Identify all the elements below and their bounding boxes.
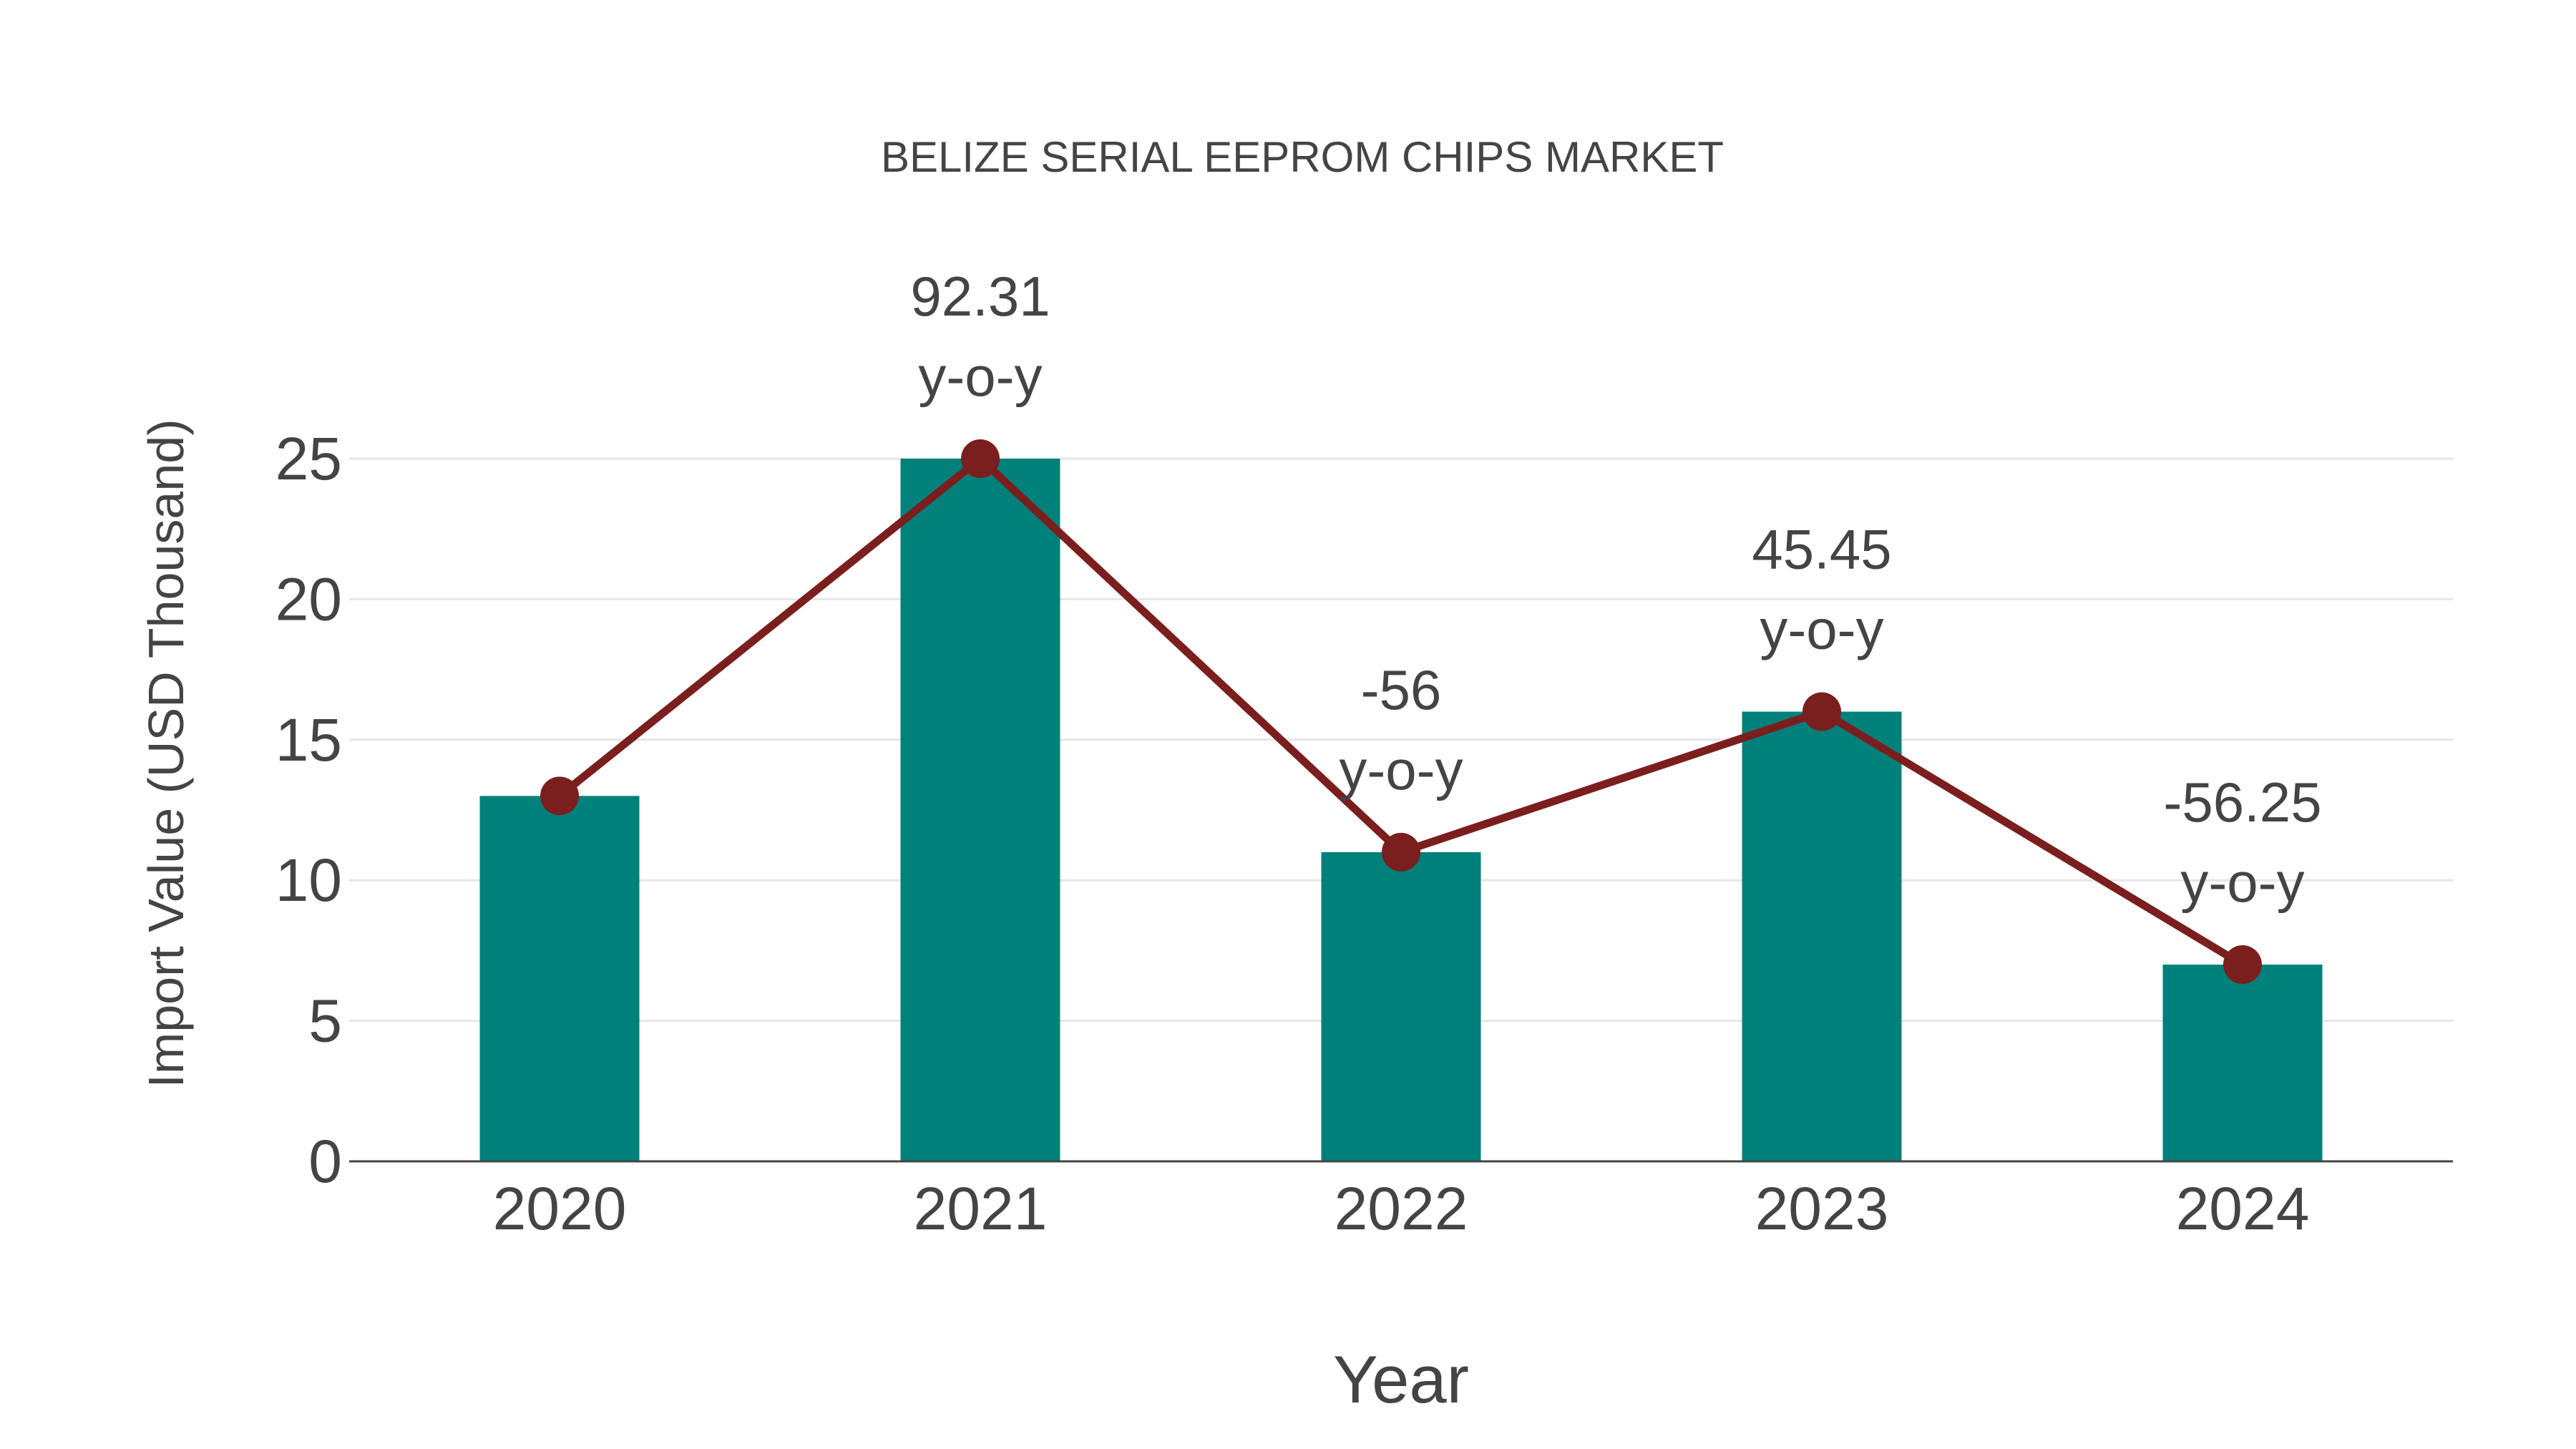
bar-2023 bbox=[1742, 711, 1902, 1161]
x-tick-label: 2024 bbox=[2176, 1175, 2310, 1242]
bar-2021 bbox=[900, 459, 1060, 1161]
y-tick-label: 25 bbox=[275, 425, 342, 492]
bar-2024 bbox=[2162, 965, 2323, 1161]
x-tick-label: 2022 bbox=[1335, 1175, 1468, 1242]
trend-line bbox=[540, 439, 2262, 985]
y-axis-ticks: 0 5 10 15 20 25 bbox=[275, 425, 342, 1195]
yoy-value-2023: 45.45 bbox=[1752, 518, 1891, 581]
x-tick-label: 2021 bbox=[914, 1175, 1048, 1242]
bar-2022 bbox=[1321, 852, 1481, 1161]
yoy-suffix-2023: y-o-y bbox=[1760, 598, 1883, 661]
yoy-annotations: 92.31 y-o-y -56 y-o-y 45.45 y-o-y -56.25 y-o-y bbox=[910, 265, 2321, 914]
bar-2020 bbox=[479, 796, 640, 1161]
yoy-suffix-2021: y-o-y bbox=[918, 345, 1042, 408]
trend-marker-2024 bbox=[2223, 945, 2262, 985]
trend-marker-2020 bbox=[540, 776, 579, 816]
trend-marker-2021 bbox=[961, 439, 1000, 478]
chart-title: BELIZE SERIAL EEPROM CHIPS MARKET bbox=[881, 133, 1724, 181]
yoy-suffix-2024: y-o-y bbox=[2180, 851, 2304, 914]
y-tick-label: 10 bbox=[275, 847, 342, 914]
x-tick-label: 2020 bbox=[493, 1175, 627, 1242]
y-tick-label: 0 bbox=[308, 1128, 342, 1195]
yoy-value-2022: -56 bbox=[1361, 658, 1442, 721]
x-tick-label: 2023 bbox=[1755, 1175, 1889, 1242]
trend-marker-2023 bbox=[1802, 692, 1841, 731]
y-tick-label: 15 bbox=[275, 706, 342, 774]
y-tick-label: 5 bbox=[308, 987, 342, 1055]
x-axis-ticks: 2020 2021 2022 2023 2024 bbox=[493, 1175, 2310, 1242]
yoy-value-2021: 92.31 bbox=[910, 265, 1050, 328]
x-axis-title: Year bbox=[1333, 1342, 1469, 1417]
yoy-suffix-2022: y-o-y bbox=[1339, 738, 1463, 801]
bars bbox=[479, 459, 2323, 1161]
y-axis-title: Import Value (USD Thousand) bbox=[138, 419, 194, 1088]
y-tick-label: 20 bbox=[275, 565, 342, 633]
yoy-value-2024: -56.25 bbox=[2163, 771, 2321, 834]
trend-marker-2022 bbox=[1382, 832, 1420, 872]
